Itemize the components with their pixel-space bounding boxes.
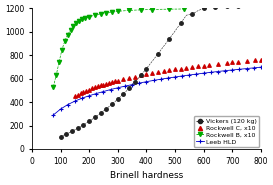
Point: [161, 70, 166, 73]
Point: [101, 83, 106, 86]
Point: [173, 68, 177, 71]
Point: [78, 92, 83, 95]
Point: [144, 73, 149, 76]
Point: [96, 85, 100, 88]
Point: [190, 65, 194, 68]
Point: [184, 66, 189, 69]
Point: [224, 61, 229, 64]
Point: [230, 61, 235, 64]
Point: [76, 93, 80, 96]
Point: [93, 86, 97, 89]
Point: [113, 80, 117, 83]
Point: [167, 69, 171, 72]
Point: [150, 72, 154, 75]
Point: [104, 82, 108, 85]
Legend: Vickers (120 kg), Rockwell C, x10, Rockwell B, x10, Leeb HLD: Vickers (120 kg), Rockwell C, x10, Rockw…: [194, 116, 259, 147]
Point: [196, 65, 200, 68]
Point: [216, 62, 220, 65]
Point: [81, 90, 86, 93]
Point: [107, 81, 111, 84]
Point: [98, 84, 103, 87]
X-axis label: Brinell hardness: Brinell hardness: [110, 171, 183, 180]
Point: [73, 95, 77, 98]
Point: [110, 81, 114, 84]
Point: [87, 88, 91, 91]
Point: [156, 71, 160, 74]
Point: [244, 60, 249, 63]
Point: [138, 74, 143, 77]
Point: [133, 75, 137, 78]
Point: [84, 89, 88, 92]
Point: [207, 63, 212, 66]
Point: [236, 60, 240, 63]
Point: [179, 67, 183, 70]
Point: [259, 58, 263, 61]
Point: [253, 59, 257, 62]
Point: [127, 76, 131, 79]
Point: [90, 87, 94, 90]
Point: [115, 79, 120, 82]
Point: [201, 64, 206, 67]
Point: [121, 78, 126, 81]
